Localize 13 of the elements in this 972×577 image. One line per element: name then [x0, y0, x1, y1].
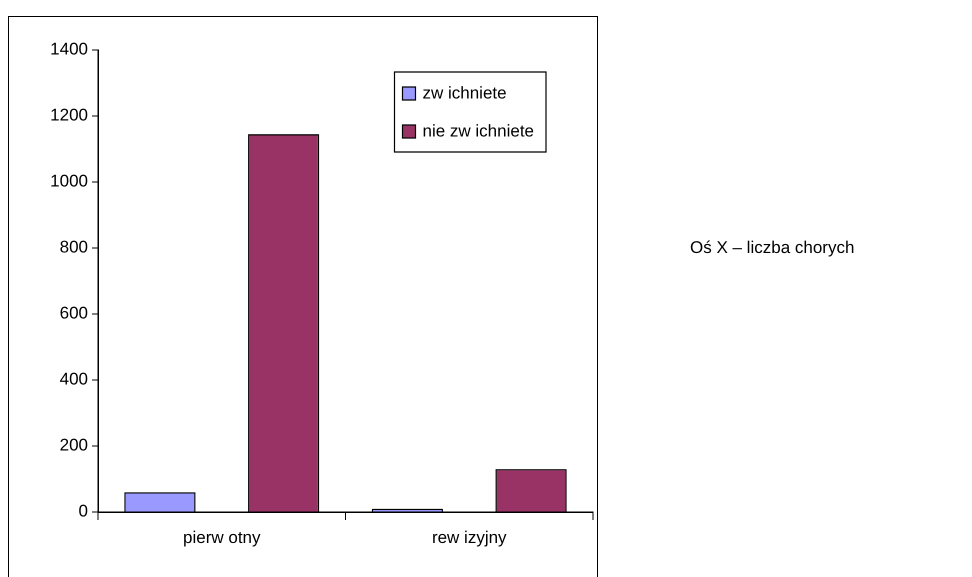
y-tick-label: 800: [60, 238, 88, 257]
y-tick-label: 1200: [50, 106, 88, 125]
legend-label: zw ichniete: [422, 84, 507, 103]
legend-label: nie zw ichniete: [422, 122, 534, 141]
x-tick-label: rew izyjny: [432, 528, 508, 547]
y-tick-label: 1000: [50, 172, 88, 191]
y-tick-label: 0: [78, 502, 88, 521]
y-tick-label: 1400: [50, 40, 88, 59]
y-tick-label: 600: [60, 304, 88, 323]
y-tick-label: 400: [60, 370, 88, 389]
x-tick-label: pierw otny: [183, 528, 261, 547]
y-tick-label: 200: [60, 436, 88, 455]
text: Oś X – liczba chorych: [690, 238, 854, 258]
